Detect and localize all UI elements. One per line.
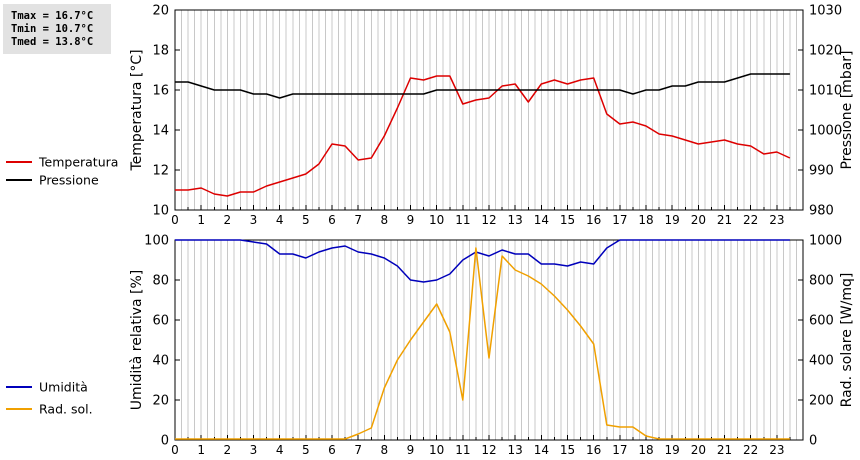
legend-label: Umidità bbox=[39, 380, 88, 395]
x-tick-label: 6 bbox=[328, 213, 336, 227]
x-tick-label: 13 bbox=[508, 213, 523, 227]
x-tick-label: 6 bbox=[328, 443, 336, 457]
x-tick-label: 7 bbox=[354, 443, 362, 457]
x-tick-label: 22 bbox=[743, 443, 758, 457]
y-right-tick-label: 1010 bbox=[809, 84, 842, 99]
y-right-tick-label: 1000 bbox=[809, 234, 842, 249]
y-right-tick-label: 600 bbox=[809, 314, 834, 329]
x-tick-label: 0 bbox=[171, 443, 179, 457]
x-tick-label: 23 bbox=[769, 213, 784, 227]
y-left-tick-label: 40 bbox=[152, 354, 169, 369]
x-tick-label: 2 bbox=[224, 213, 232, 227]
x-tick-label: 1 bbox=[197, 213, 205, 227]
x-tick-label: 14 bbox=[534, 443, 549, 457]
x-tick-label: 10 bbox=[429, 443, 444, 457]
y-right-tick-label: 800 bbox=[809, 274, 834, 289]
y-right-tick-label: 1000 bbox=[809, 124, 842, 139]
x-tick-label: 4 bbox=[276, 443, 284, 457]
x-tick-label: 7 bbox=[354, 213, 362, 227]
y-left-tick-label: 60 bbox=[152, 314, 169, 329]
y-left-tick-label: 10 bbox=[152, 204, 169, 219]
x-tick-label: 5 bbox=[302, 443, 310, 457]
y-right-tick-label: 200 bbox=[809, 394, 834, 409]
y-left-tick-label: 100 bbox=[144, 234, 169, 249]
tmed-text: Tmed = 13.8°C bbox=[11, 36, 94, 48]
x-tick-label: 4 bbox=[276, 213, 284, 227]
y-left-tick-label: 20 bbox=[152, 4, 169, 19]
x-tick-label: 22 bbox=[743, 213, 758, 227]
legend-label: Temperatura bbox=[38, 155, 118, 170]
x-tick-label: 20 bbox=[691, 213, 706, 227]
x-tick-label: 0 bbox=[171, 213, 179, 227]
x-tick-label: 23 bbox=[769, 443, 784, 457]
x-tick-label: 16 bbox=[586, 443, 601, 457]
y-right-tick-label: 980 bbox=[809, 204, 834, 219]
y-right-tick-label: 1020 bbox=[809, 44, 842, 59]
x-tick-label: 1 bbox=[197, 443, 205, 457]
x-tick-label: 16 bbox=[586, 213, 601, 227]
y-right-tick-label: 1030 bbox=[809, 4, 842, 19]
y-left-tick-label: 20 bbox=[152, 394, 169, 409]
x-tick-label: 17 bbox=[612, 213, 627, 227]
x-tick-label: 8 bbox=[381, 443, 389, 457]
x-tick-label: 18 bbox=[638, 443, 653, 457]
tmin-text: Tmin = 10.7°C bbox=[11, 23, 94, 35]
y-left-tick-label: 80 bbox=[152, 274, 169, 289]
series-line-1 bbox=[175, 73, 790, 99]
x-tick-label: 5 bbox=[302, 213, 310, 227]
y-left-tick-label: 12 bbox=[152, 164, 169, 179]
tmax-text: Tmax = 16.7°C bbox=[11, 10, 94, 22]
series-line-0 bbox=[175, 239, 790, 283]
y-right-axis-label: Rad. solare [W/mq] bbox=[839, 273, 855, 408]
y-right-tick-label: 990 bbox=[809, 164, 834, 179]
y-right-axis-label: Pressione [mbar] bbox=[839, 50, 855, 169]
x-tick-label: 17 bbox=[612, 443, 627, 457]
legend-label: Rad. sol. bbox=[39, 402, 93, 417]
x-tick-label: 9 bbox=[407, 443, 415, 457]
series-line-1 bbox=[175, 247, 790, 440]
x-tick-label: 12 bbox=[481, 443, 496, 457]
x-tick-label: 8 bbox=[381, 213, 389, 227]
x-tick-label: 14 bbox=[534, 213, 549, 227]
x-tick-label: 21 bbox=[717, 443, 732, 457]
x-tick-label: 12 bbox=[481, 213, 496, 227]
y-right-tick-label: 0 bbox=[809, 434, 817, 449]
y-left-tick-label: 18 bbox=[152, 44, 169, 59]
y-left-tick-label: 14 bbox=[152, 124, 169, 139]
x-tick-label: 3 bbox=[250, 443, 258, 457]
y-right-tick-label: 400 bbox=[809, 354, 834, 369]
legend-label: Pressione bbox=[39, 173, 99, 188]
x-tick-label: 9 bbox=[407, 213, 415, 227]
series-line-0 bbox=[175, 75, 791, 197]
stats-box: Tmax = 16.7°C Tmin = 10.7°C Tmed = 13.8°… bbox=[3, 4, 111, 54]
x-tick-label: 13 bbox=[508, 443, 523, 457]
x-tick-label: 11 bbox=[455, 213, 470, 227]
x-tick-label: 18 bbox=[638, 213, 653, 227]
y-left-axis-label: Temperatura [°C] bbox=[129, 49, 145, 171]
x-tick-label: 11 bbox=[455, 443, 470, 457]
y-left-axis-label: Umidità relativa [%] bbox=[129, 270, 145, 411]
x-tick-label: 15 bbox=[560, 443, 575, 457]
x-tick-label: 21 bbox=[717, 213, 732, 227]
y-left-tick-label: 0 bbox=[161, 434, 169, 449]
y-left-tick-label: 16 bbox=[152, 84, 169, 99]
x-tick-label: 2 bbox=[224, 443, 232, 457]
x-tick-label: 10 bbox=[429, 213, 444, 227]
x-tick-label: 15 bbox=[560, 213, 575, 227]
x-tick-label: 19 bbox=[665, 213, 680, 227]
x-tick-label: 3 bbox=[250, 213, 258, 227]
x-tick-label: 19 bbox=[665, 443, 680, 457]
x-tick-label: 20 bbox=[691, 443, 706, 457]
